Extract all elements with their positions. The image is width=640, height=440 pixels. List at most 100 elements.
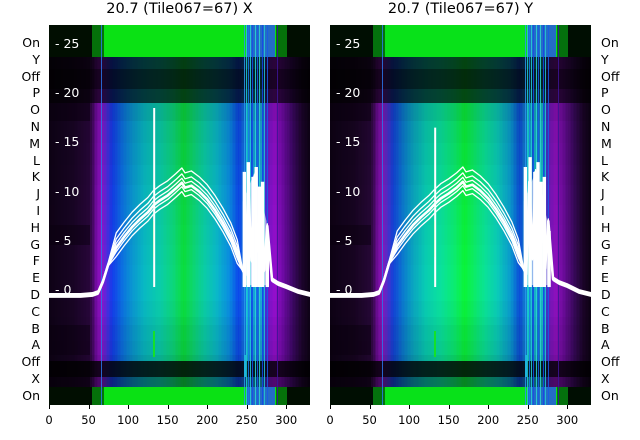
heatmap-cell [242,89,245,103]
heatmap-cell [230,89,233,103]
heatmap-cell [213,69,216,89]
heatmap-cell [177,143,181,165]
heatmap-cell [181,89,184,103]
heatmap-cell [302,57,305,69]
heatmap-cell [259,103,262,121]
heatmap-cell [90,25,93,57]
heatmap-cell [82,57,85,69]
heatmap-cell [200,143,204,165]
heatmap-cell [107,89,110,103]
heatmap-cell [220,69,224,89]
heatmap-cell [297,103,300,121]
heatmap-cell [65,25,68,57]
heatmap-cell [283,143,287,165]
heatmap-cell [52,103,55,121]
heatmap-cell [282,89,285,103]
heatmap-cell [170,143,173,165]
heatmap-cell [280,121,283,143]
heatmap-cell [70,57,73,69]
heatmap-cell [76,103,79,121]
heatmap-cell [207,143,210,165]
heatmap-cell [273,143,276,165]
heatmap-cell [79,57,82,69]
heatmap-cell [79,121,82,143]
heatmap-cell [211,57,214,69]
heatmap-cell [230,103,233,121]
heatmap-cell [179,143,182,165]
heatmap-cell [200,25,204,57]
y-tick-label: - 0 [55,282,72,297]
heatmap-cell [242,103,245,121]
heatmap-cell [250,103,253,121]
heatmap-cell [224,143,227,165]
heatmap-cell [110,121,113,143]
heatmap-cell [181,25,184,57]
heatmap-cell [111,103,115,121]
panel-left-heatmap[interactable]: - 0- 5- 10- 15- 20- 25 [49,25,310,405]
heatmap-cell [64,103,67,121]
heatmap-cell [271,57,274,69]
heatmap-cell [184,143,187,165]
heatmap-cell [78,103,81,121]
heatmap-cell [233,89,236,103]
heatmap-cell [142,57,145,69]
heatmap-cell [104,25,107,57]
heatmap-cell [194,25,197,57]
heatmap-cell [87,57,90,69]
heatmap-cell [75,89,78,103]
heatmap-cell [93,89,96,103]
heatmap-cell [176,143,179,165]
heatmap-cell [96,143,99,165]
heatmap-cell [191,57,194,69]
heatmap-cell [228,69,231,89]
heatmap-cell [302,121,305,143]
heatmap-cell [202,69,205,89]
heatmap-cell [111,165,115,185]
heatmap-cell [159,103,162,121]
heatmap-cell [279,25,282,57]
heatmap-cell [99,143,102,165]
heatmap-cell [239,121,242,143]
heatmap-cell [68,121,72,143]
heatmap-cell [91,165,95,185]
heatmap-cell [56,25,59,57]
heatmap-cell [138,121,141,143]
y-tick-label-outer: 15 [314,134,330,150]
heatmap-cell [148,143,151,165]
heatmap-cell [279,89,282,103]
category-label: C [31,303,40,319]
heatmap-cell [242,121,245,143]
heatmap-cell [104,121,107,143]
heatmap-cell [110,103,113,121]
heatmap-cell [216,69,219,89]
heatmap-cell [56,103,59,121]
heatmap-cell [187,103,190,121]
heatmap-cell [225,69,228,89]
heatmap-cell [85,25,88,57]
heatmap-cell [55,89,58,103]
heatmap-cell [207,121,210,143]
heatmap-cell [65,121,68,143]
heatmap-cell [173,25,176,57]
heatmap-cell [93,143,96,165]
heatmap-cell [217,25,220,57]
heatmap-cell [119,121,122,143]
heatmap-cell [58,103,61,121]
heatmap-cell [296,121,299,143]
heatmap-cell [207,25,210,57]
heatmap-cell [299,121,302,143]
heatmap-cell [145,121,148,143]
heatmap-cell [194,143,197,165]
panel-right-heatmap[interactable]: - 0- 5- 10- 15- 20- 25 [330,25,591,405]
heatmap-cell [125,57,128,69]
heatmap-cell [277,121,280,143]
heatmap-cell [185,57,188,69]
heatmap-cell [65,143,68,165]
heatmap-cell [136,69,139,89]
heatmap-cell [280,69,283,89]
heatmap-cell [81,165,84,185]
heatmap-cell [87,103,90,121]
heatmap-cell [98,69,101,89]
heatmap-cell [270,121,273,143]
heatmap-cell [68,89,72,103]
